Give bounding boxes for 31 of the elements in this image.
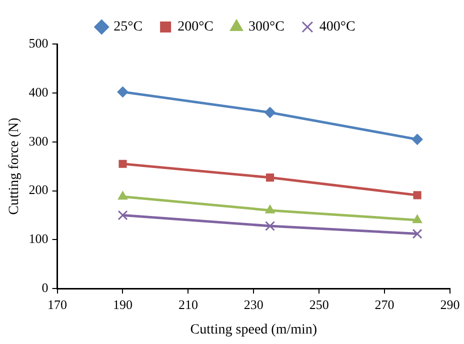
x-tick-label: 290 — [440, 296, 460, 312]
point — [118, 160, 127, 168]
y-tick-label: 500 — [28, 35, 48, 50]
legend-label: 25°C — [114, 20, 143, 35]
y-axis-title: Cutting force (N) — [7, 117, 22, 215]
point — [412, 214, 422, 224]
point — [117, 86, 128, 98]
legend-label: 300°C — [248, 20, 284, 35]
point — [266, 174, 274, 182]
legend-label: 200°C — [178, 20, 214, 35]
x-tick-label: 230 — [244, 296, 264, 312]
point — [412, 228, 422, 239]
x-tick-label: 250 — [309, 296, 329, 312]
y-tick-label: 300 — [28, 133, 48, 148]
point — [118, 191, 128, 200]
y-tick-label: 100 — [28, 231, 48, 246]
point — [413, 191, 422, 200]
y-tick-label: 0 — [42, 280, 48, 296]
point — [265, 204, 275, 214]
x-tick-label: 270 — [374, 296, 394, 312]
point — [118, 210, 128, 220]
x-tick-label: 170 — [48, 296, 68, 312]
point — [412, 134, 423, 145]
point — [265, 220, 276, 231]
y-tick-label: 200 — [28, 182, 48, 198]
y-tick-label: 400 — [28, 84, 48, 100]
x-tick-label: 210 — [178, 296, 198, 312]
x-axis-title: Cutting speed (m/min) — [190, 322, 318, 338]
point — [264, 106, 276, 118]
legend-label: 400°C — [319, 20, 356, 35]
x-tick-label: 190 — [113, 296, 132, 312]
